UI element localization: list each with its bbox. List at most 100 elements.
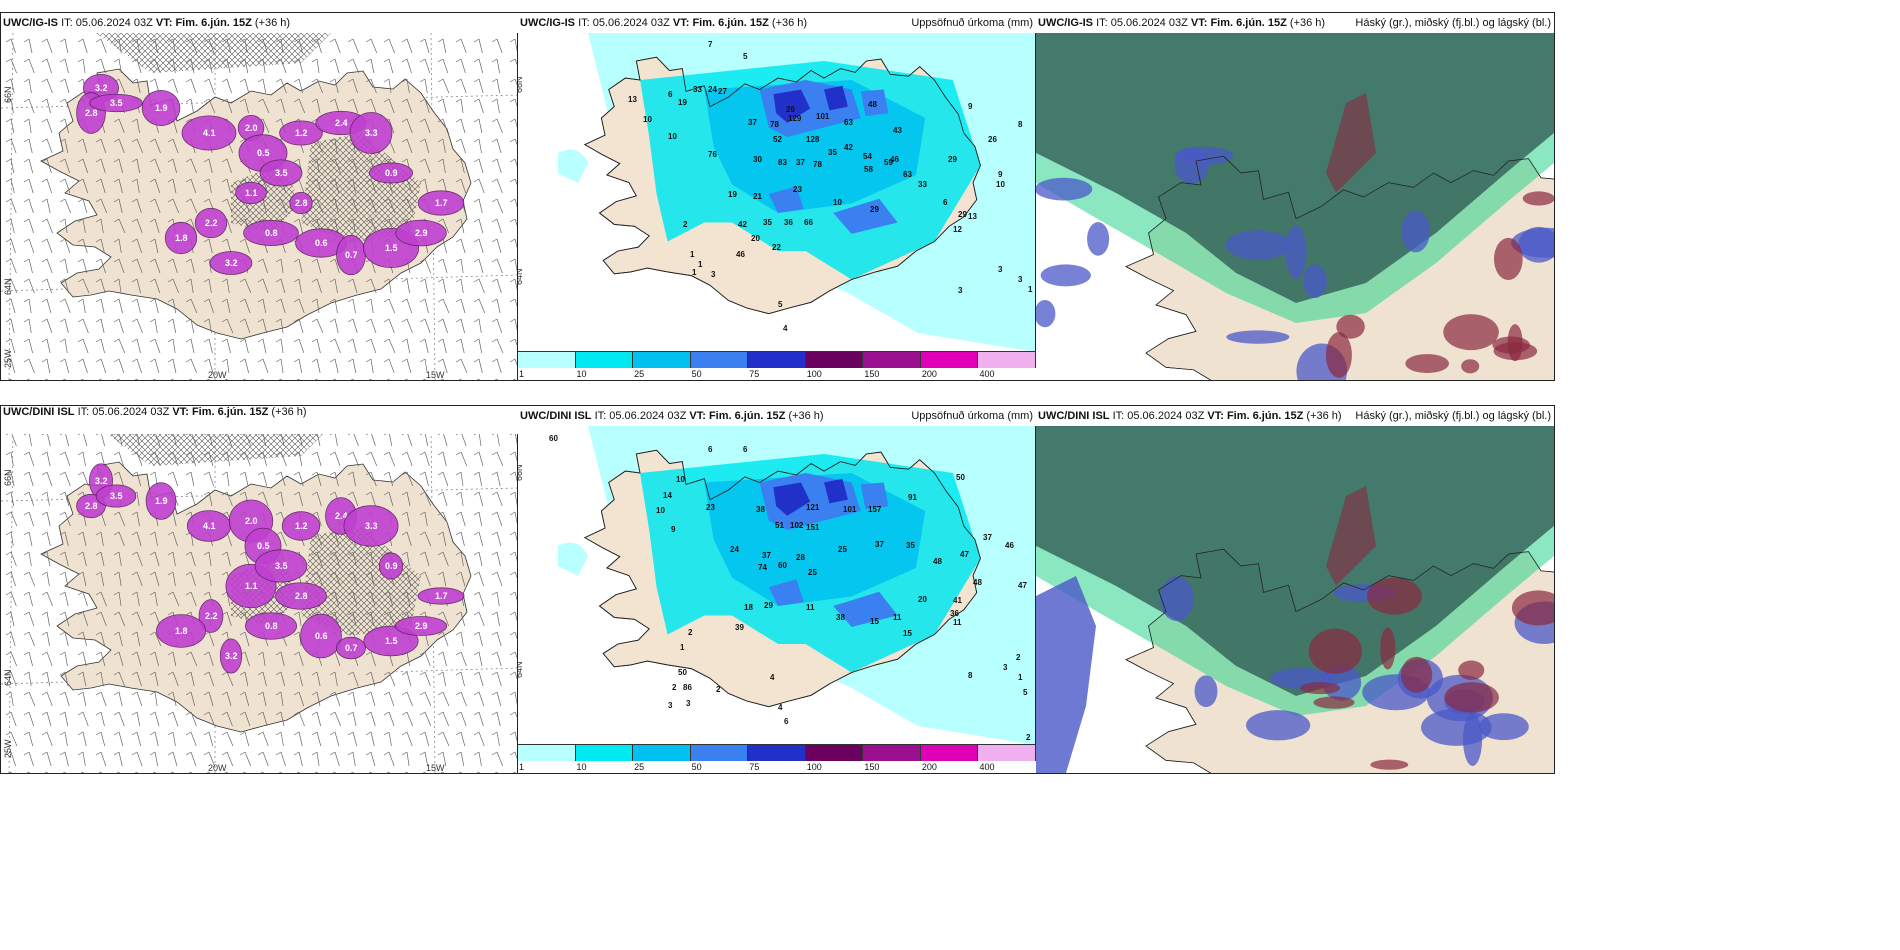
- wind-barb: [23, 651, 33, 667]
- wind-barb: [383, 591, 393, 607]
- wind-barb: [41, 358, 51, 374]
- wind-barb: [365, 338, 377, 354]
- precip-value: 36: [784, 218, 793, 227]
- wind-barb: [113, 631, 123, 647]
- wind-barb: [455, 78, 467, 94]
- wind-barb: [95, 671, 104, 687]
- wind-barb: [455, 531, 465, 547]
- wind-barb: [5, 631, 16, 647]
- wind-barb: [95, 551, 105, 567]
- wind-barb: [473, 238, 484, 254]
- cloud-map: [1036, 426, 1554, 773]
- wind-barb: [293, 491, 303, 507]
- wind-barb: [113, 198, 123, 214]
- wind-barb: [311, 671, 321, 687]
- wind-barb: [149, 218, 160, 234]
- wind-barb: [23, 258, 33, 274]
- wind-barb: [185, 691, 196, 707]
- wind-barb: [5, 318, 15, 334]
- precip-area-1: [558, 542, 588, 576]
- precip-value: 9: [671, 525, 676, 534]
- wind-barb: [365, 611, 374, 627]
- precip-value: 41: [953, 596, 962, 605]
- wind-barb: [347, 158, 358, 174]
- wind-barb: [149, 751, 159, 767]
- wind-barb: [149, 158, 161, 174]
- wind-barb: [203, 318, 212, 334]
- wind-barb: [455, 338, 465, 354]
- wind-barb: [419, 38, 430, 54]
- wind-barb: [113, 38, 122, 54]
- wind-barb: [131, 58, 142, 74]
- wind-barb: [5, 591, 17, 607]
- wind-barb: [203, 338, 213, 354]
- convective-cell: [156, 614, 206, 648]
- cell-value: 1.1: [245, 581, 258, 591]
- panel-header: UWC/DINI ISL IT: 05.06.2024 03Z VT: Fim.…: [518, 406, 1036, 426]
- wind-barb: [455, 731, 466, 747]
- wind-panel-dini: UWC/DINI ISL IT: 05.06.2024 03Z VT: Fim.…: [0, 405, 519, 774]
- precip-value: 129: [788, 114, 802, 123]
- wind-barb: [347, 451, 359, 467]
- wind-barb: [149, 551, 160, 567]
- precip-value: 22: [772, 243, 781, 252]
- wind-barb: [401, 58, 412, 74]
- wind-barb: [293, 38, 303, 54]
- wind-barb: [437, 491, 448, 507]
- wind-barb: [239, 451, 251, 467]
- wind-barb: [77, 358, 88, 374]
- wind-barb: [473, 158, 484, 174]
- wind-barb: [167, 731, 176, 747]
- cell-value: 2.8: [85, 108, 98, 118]
- cell-value: 0.7: [345, 643, 358, 653]
- wind-barb: [473, 691, 485, 707]
- wind-barb: [185, 338, 195, 354]
- convective-cell: [141, 90, 181, 126]
- precip-value: 3: [998, 265, 1003, 274]
- wind-barb: [185, 178, 197, 194]
- wind-barb: [512, 771, 516, 773]
- wind-barb: [149, 38, 159, 54]
- wind-barb: [293, 338, 305, 354]
- wind-barb: [383, 751, 395, 767]
- wind-barb: [113, 238, 122, 254]
- wind-barb: [41, 98, 51, 114]
- precip-value: 66: [804, 218, 813, 227]
- wind-barb: [149, 258, 161, 274]
- wind-barb: [134, 378, 138, 380]
- wind-barb: [383, 78, 392, 94]
- wind-barb: [239, 671, 249, 687]
- wind-barb: [77, 138, 88, 154]
- precip-value: 2: [716, 685, 721, 694]
- cloud-map: [1036, 33, 1554, 380]
- precip-value: 6: [708, 445, 713, 454]
- legend-tick: 200: [921, 369, 937, 379]
- precip-value: 13: [628, 95, 637, 104]
- wind-barb: [383, 298, 396, 314]
- precip-value: 157: [868, 505, 882, 514]
- wind-barb: [59, 298, 71, 314]
- wind-barb: [347, 471, 356, 487]
- wind-barb: [149, 198, 161, 214]
- cell-value: 1.2: [295, 128, 308, 138]
- wind-barb: [419, 98, 430, 114]
- precip-value: 20: [918, 595, 927, 604]
- precip-value: 38: [836, 613, 845, 622]
- wind-barb: [113, 138, 125, 154]
- wind-barb: [95, 691, 107, 707]
- precip-value: 24: [730, 545, 739, 554]
- precip-value: 35: [906, 541, 915, 550]
- wind-barb: [491, 731, 500, 747]
- wind-barb: [401, 711, 413, 727]
- wind-barb: [167, 711, 179, 727]
- cell-value: 2.8: [295, 591, 308, 601]
- precip-value: 12: [953, 225, 962, 234]
- wind-barb: [383, 471, 394, 487]
- wind-barb: [455, 98, 464, 114]
- convective-cell: [289, 191, 313, 215]
- wind-barb: [77, 258, 88, 274]
- mixed-cloud: [1300, 682, 1341, 695]
- wind-barb: [221, 98, 233, 114]
- precip-value: 10: [643, 115, 652, 124]
- wind-barb: [41, 198, 51, 214]
